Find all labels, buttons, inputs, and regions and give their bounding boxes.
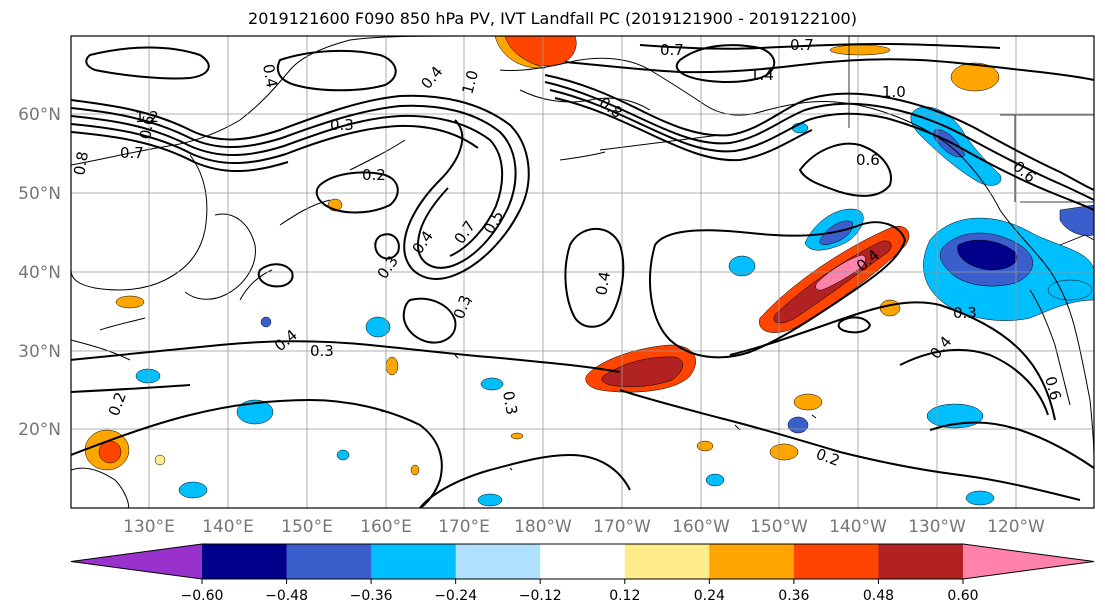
colorbar-tick-label: −0.48 [265, 588, 308, 601]
colorbar-swatch [371, 544, 457, 579]
contour-label: 0.6 [136, 114, 158, 141]
pv-contours [71, 42, 1094, 508]
cold-anomaly-bc-core [933, 129, 966, 158]
colorbar-swatch [540, 544, 626, 579]
lon-label-150w: 150°W [750, 517, 808, 537]
colorbar-swatch [624, 544, 710, 579]
colorbar-swatch [793, 544, 879, 579]
lon-label-130e: 130°E [123, 517, 175, 537]
warm-spot [98, 440, 122, 464]
warm-spot [950, 62, 1000, 92]
cold-spot [336, 449, 350, 461]
colorbar-tick-label: −0.36 [350, 588, 393, 601]
colorbar-tick-labels: −0.60 −0.48 −0.36 −0.24 −0.12 0.12 0.24 0.36 0.4… [181, 588, 979, 601]
warm-spot [385, 356, 399, 376]
warm-anomaly-bering-edge [494, 36, 546, 69]
cold-anomaly-west-coast-core [957, 239, 1018, 271]
contour-label: 0.6 [856, 151, 880, 169]
lat-label-30n: 30°N [18, 342, 61, 362]
colorbar-swatch [202, 544, 288, 579]
colorbar-tick-label: −0.12 [519, 588, 562, 601]
colorbar-tick-label: 0.12 [609, 588, 640, 601]
lon-label-140w: 140°W [829, 517, 887, 537]
warm-spot [879, 299, 901, 317]
cold-spot [728, 255, 756, 277]
contour-label: 1.2 [135, 108, 159, 126]
cold-spot [365, 316, 391, 338]
contour-label: 1.0 [882, 83, 906, 101]
colorbar-tick-label: 0.24 [694, 588, 725, 601]
longitude-labels: 130°E 140°E 150°E 160°E 170°E 180°W 170°… [123, 517, 1045, 537]
colorbar: −0.60 −0.48 −0.36 −0.24 −0.12 0.12 0.24 0.36 0.4… [70, 543, 1095, 601]
lon-label-160e: 160°E [360, 517, 412, 537]
cold-spot [787, 416, 809, 434]
cold-anomaly-gulf-core [819, 220, 853, 245]
lon-label-150e: 150°E [281, 517, 333, 537]
colorbar-swatches [70, 543, 1095, 580]
contour-label: 0.8 [70, 150, 92, 177]
colorbar-tick-label: 0.48 [863, 588, 894, 601]
cold-spot [236, 399, 274, 425]
lat-label-60n: 60°N [18, 105, 61, 125]
colorbar-tick-label: −0.24 [434, 588, 477, 601]
cold-spot [178, 481, 208, 499]
contour-label: 0.7 [660, 41, 684, 59]
colorbar-swatch-max-extend [963, 544, 1094, 579]
contour-label: 0.3 [330, 116, 354, 134]
warm-spot [115, 295, 145, 309]
lon-label-170e: 170°E [438, 517, 490, 537]
coastlines [71, 36, 1094, 508]
warm-spot [410, 464, 420, 476]
contour-label: 0.4 [259, 63, 281, 90]
colorbar-tick-label: 0.60 [947, 588, 978, 601]
lat-label-50n: 50°N [18, 184, 61, 204]
cold-spot [1047, 279, 1093, 301]
lon-label-180w: 180°W [514, 517, 572, 537]
warm-spot [793, 393, 823, 411]
warm-spot [769, 443, 799, 461]
cold-spot [480, 377, 504, 391]
lon-label-120w: 120°W [987, 517, 1045, 537]
contour-label: 0.3 [310, 342, 334, 360]
contour-label: 0.4 [592, 270, 614, 297]
lat-label-40n: 40°N [18, 263, 61, 283]
latitude-labels: 60°N 50°N 40°N 30°N 20°N [18, 105, 61, 440]
contour-label: 0.2 [362, 166, 386, 184]
contour-label: 1.0 [458, 68, 482, 96]
colorbar-tick-label: 0.36 [778, 588, 809, 601]
contour-label: 1.4 [750, 66, 774, 84]
warm-spot [154, 454, 166, 466]
warm-spot [696, 440, 714, 452]
colorbar-swatch-min-extend [71, 544, 202, 579]
gridlines [71, 36, 1094, 508]
colorbar-swatch [286, 544, 372, 579]
contour-label: 0.7 [120, 144, 144, 162]
colorbar-tick-label: −0.60 [181, 588, 224, 601]
cold-spot [965, 490, 995, 506]
contour-label: 0.6 [1041, 374, 1065, 402]
map-title: 2019121600 F090 850 hPa PV, IVT Landfall… [248, 9, 857, 28]
contour-label: 0.7 [790, 36, 814, 54]
contour-label: 0.3 [953, 304, 977, 322]
warm-spot [510, 432, 524, 440]
cold-spot [135, 368, 161, 384]
colorbar-ticks [201, 579, 964, 584]
map-panel: 1.2 0.7 0.8 0.6 0.7 1.4 1.0 0.7 0.8 0.6 … [70, 36, 1094, 508]
contour-label: 0.3 [499, 390, 521, 417]
cold-spot [477, 493, 503, 507]
colorbar-swatch [878, 544, 964, 579]
colorbar-swatch [455, 544, 541, 579]
warm-spot [829, 44, 891, 56]
cold-spot [705, 473, 725, 487]
cold-spot [260, 316, 272, 328]
lon-label-130w: 130°W [908, 517, 966, 537]
colorbar-swatch [709, 544, 795, 579]
lon-label-160w: 160°W [672, 517, 730, 537]
lon-label-170w: 170°W [593, 517, 651, 537]
lon-label-140e: 140°E [202, 517, 254, 537]
lat-label-20n: 20°N [18, 420, 61, 440]
map-frame [70, 35, 1095, 509]
